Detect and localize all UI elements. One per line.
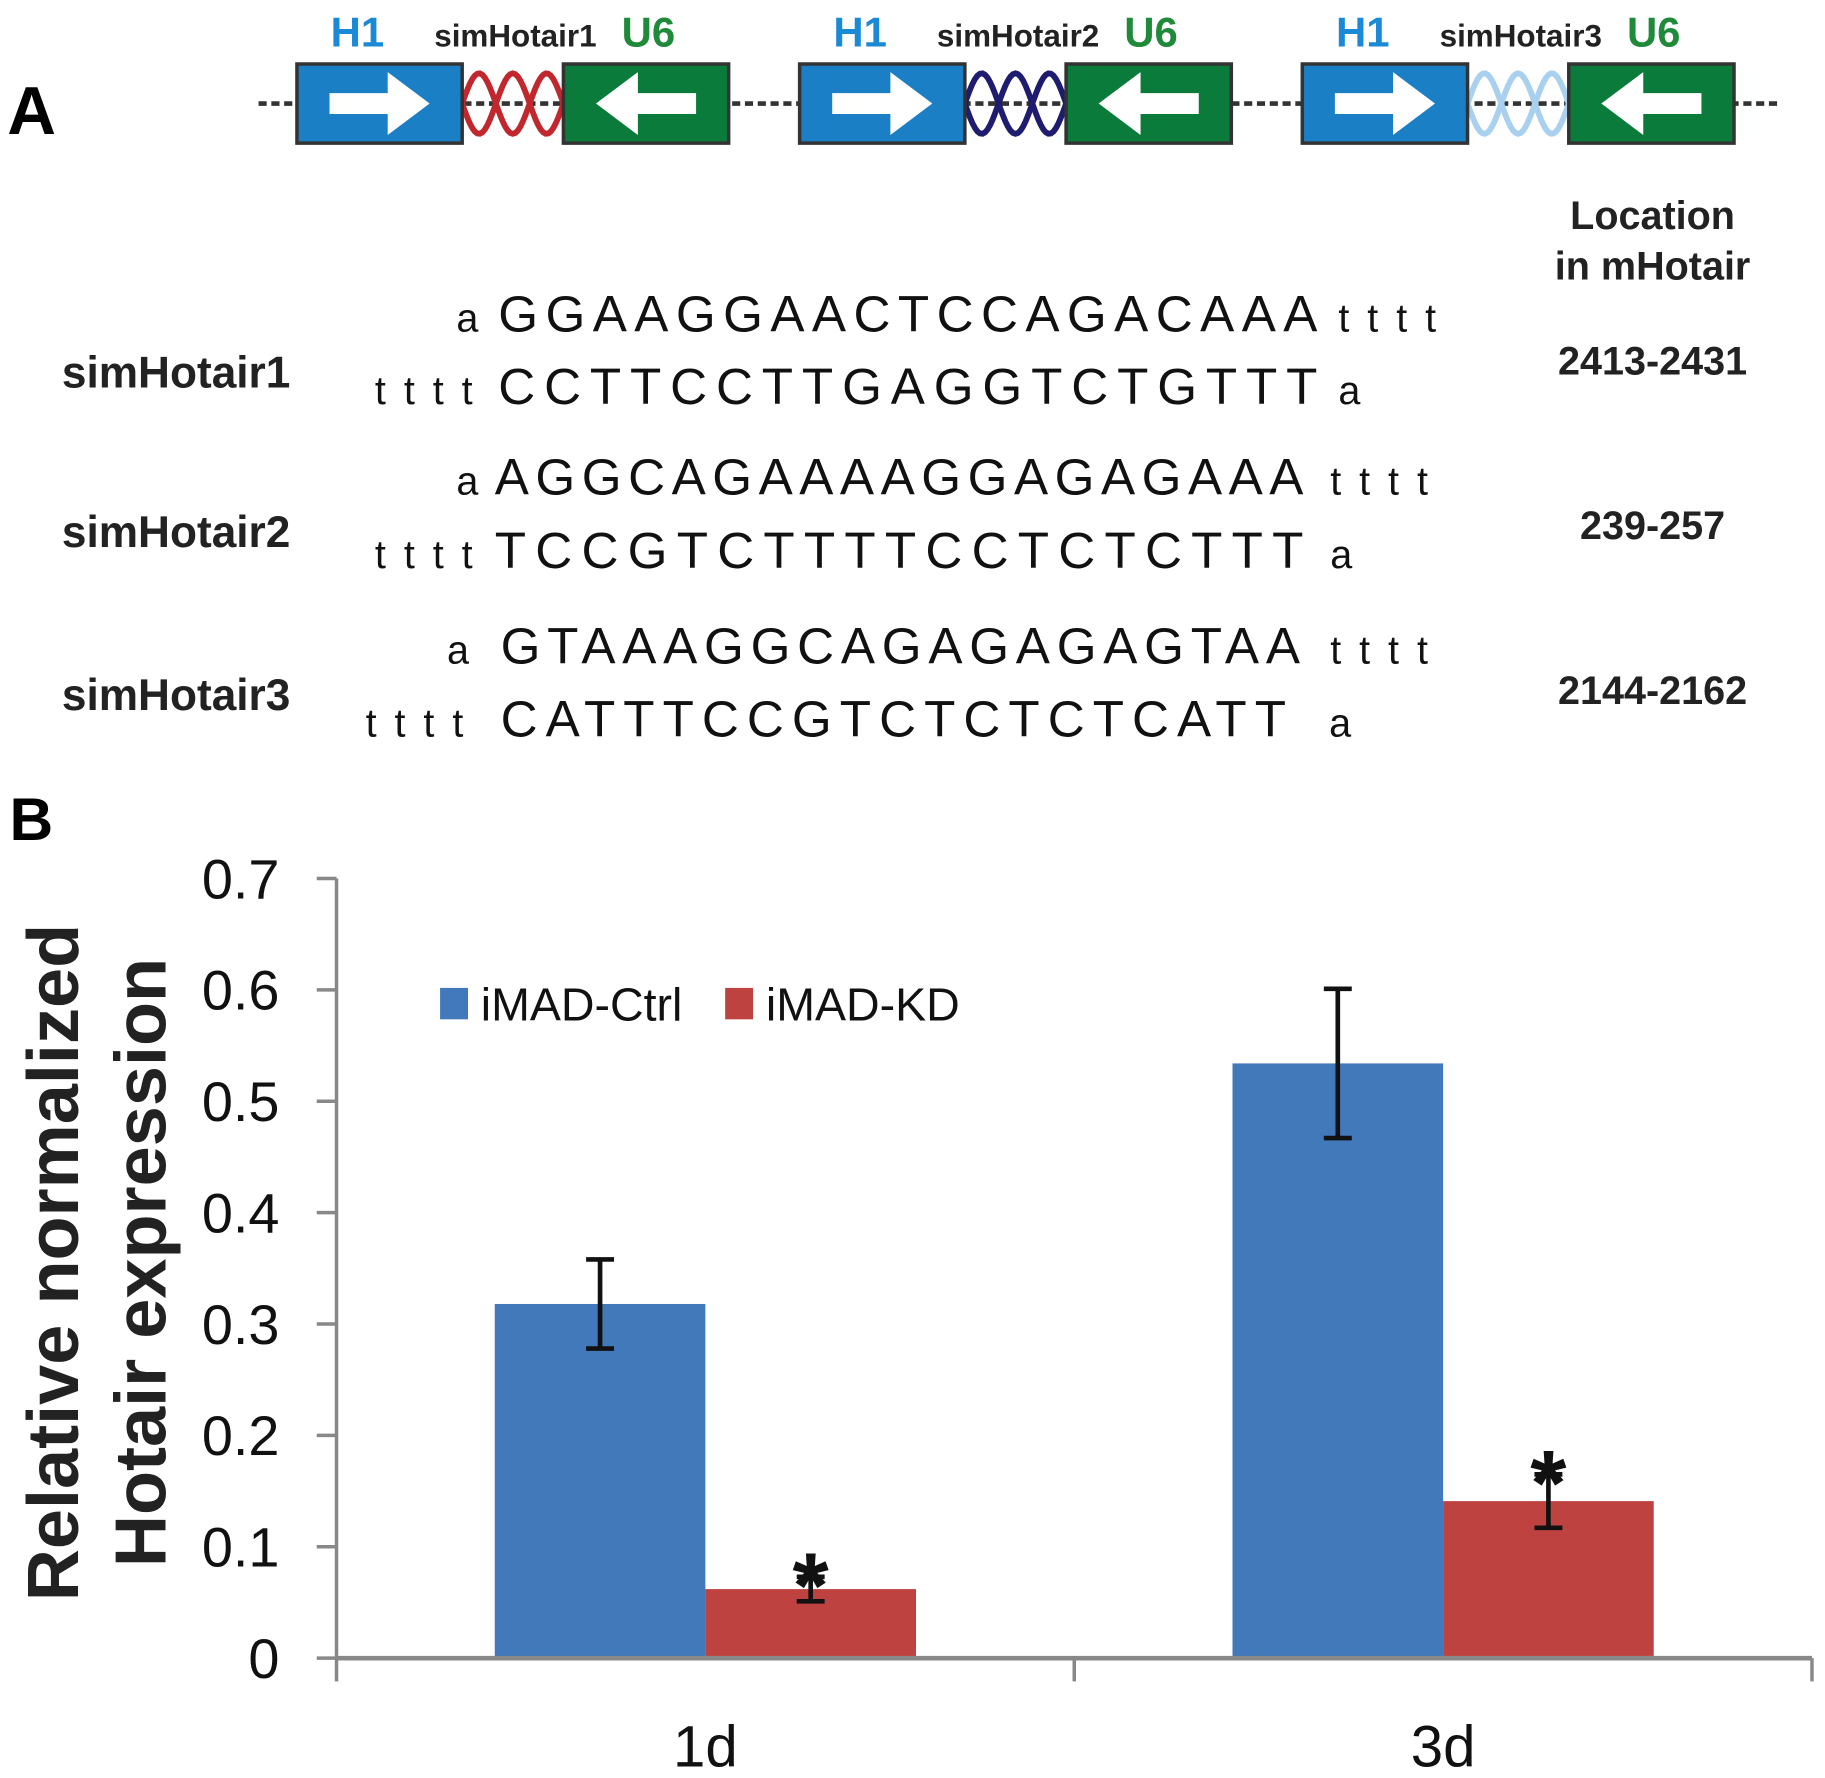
- legend: iMAD-Ctrl iMAD-KD: [440, 978, 960, 1030]
- y-axis-title-line1: Relative normalized: [14, 924, 94, 1601]
- legend-label: iMAD-Ctrl: [481, 978, 683, 1030]
- significance-asterisk: *: [1530, 1431, 1567, 1535]
- sirna-name: simHotair2: [62, 508, 290, 557]
- u6-label: U6: [622, 9, 676, 56]
- top-strand-sequence: GGAAGGAACTCCAGACAAA: [498, 286, 1318, 343]
- h1-label: H1: [1336, 9, 1390, 56]
- bottom-strand-sequence: CATTTCCGTCTCTCTCATT: [501, 691, 1286, 748]
- y-axis-title: Relative normalized: [14, 924, 94, 1601]
- hairpin-helix-icon: [1464, 70, 1572, 137]
- error-bar: [1534, 1472, 1563, 1531]
- y-tick-label: 0.1: [202, 1516, 280, 1579]
- top-suffix: tttt: [1330, 628, 1428, 672]
- construct-schematic: H1 simHotair1 U6 H1 simHotair2 U6 H1 simHotair3…: [258, 9, 1778, 145]
- top-prefix: a: [456, 460, 478, 504]
- top-strand-sequence: AGGCAGAAAAGGAGAGAAA: [495, 449, 1305, 506]
- location-value: 239-257: [1580, 504, 1725, 548]
- sequence-row: simHotair3 a GTAAAGGCAGAGAGAGTAA tttt tttt CA…: [62, 617, 1747, 747]
- y-tick-label: 0.3: [202, 1293, 280, 1356]
- location-value: 2413-2431: [1558, 340, 1747, 384]
- location-header-line2: in mHotair: [1555, 244, 1751, 288]
- y-axis-title-2: Hotair expression: [101, 958, 181, 1567]
- error-bar: [586, 1257, 615, 1351]
- arrow-left-icon: [595, 72, 697, 135]
- significance-asterisk: *: [793, 1534, 830, 1638]
- sequence-table: simHotair1 a GGAAGGAACTCCAGACAAA tttt tttt CC…: [62, 286, 1747, 748]
- x-category-label: 1d: [673, 1714, 738, 1778]
- panel-b-label: B: [10, 785, 54, 853]
- sequence-row: simHotair2 a AGGCAGAAAAGGAGAGAAA tttt tttt TC…: [62, 449, 1725, 579]
- top-prefix: a: [456, 297, 478, 341]
- x-category-label: 3d: [1411, 1714, 1476, 1778]
- bottom-prefix: tttt: [375, 533, 473, 577]
- bottom-prefix: tttt: [366, 702, 464, 746]
- error-bar: [796, 1574, 825, 1604]
- bottom-suffix: a: [1330, 533, 1352, 577]
- top-strand-sequence: GTAAAGGCAGAGAGAGTAA: [501, 617, 1301, 674]
- y-tick-label: 0.2: [202, 1404, 280, 1467]
- bottom-prefix: tttt: [375, 369, 473, 413]
- top-suffix: tttt: [1330, 460, 1428, 504]
- legend-label: iMAD-KD: [766, 978, 960, 1030]
- legend-swatch: [440, 987, 468, 1020]
- y-tick-label: 0.6: [202, 959, 280, 1022]
- y-tick-label: 0.5: [202, 1070, 280, 1133]
- error-bar: [1323, 986, 1352, 1141]
- bar-iMAD-Ctrl-3d: [1232, 1063, 1444, 1659]
- top-suffix: tttt: [1338, 297, 1436, 341]
- y-tick-label: 0: [248, 1627, 279, 1690]
- bottom-suffix: a: [1329, 702, 1351, 746]
- hairpin-helix-icon: [962, 70, 1069, 137]
- panel-a-label: A: [7, 74, 56, 149]
- y-tick-label: 0.7: [202, 847, 280, 910]
- construct-name: simHotair2: [937, 19, 1099, 54]
- bottom-strand-sequence: TCCGTCTTTTCCTCTCTTT: [495, 522, 1304, 579]
- arrow-right-icon: [329, 72, 430, 135]
- u6-label: U6: [1627, 9, 1681, 56]
- sirna-name: simHotair1: [62, 348, 290, 397]
- bottom-suffix: a: [1338, 369, 1360, 413]
- arrow-left-icon: [1098, 72, 1199, 135]
- hairpin-helix-icon: [459, 70, 567, 137]
- y-tick-label: 0.4: [202, 1181, 280, 1244]
- construct-name: simHotair1: [434, 19, 596, 54]
- arrow-right-icon: [832, 72, 933, 135]
- sirna-name: simHotair3: [62, 671, 290, 720]
- arrow-left-icon: [1601, 72, 1702, 135]
- construct-name: simHotair3: [1440, 19, 1602, 54]
- location-value: 2144-2162: [1558, 669, 1747, 713]
- location-header-line1: Location: [1570, 194, 1735, 238]
- legend-swatch: [725, 987, 754, 1020]
- h1-label: H1: [833, 9, 887, 56]
- top-prefix: a: [447, 628, 469, 672]
- bar-iMAD-Ctrl-1d: [494, 1303, 706, 1659]
- sequence-row: simHotair1 a GGAAGGAACTCCAGACAAA tttt tttt CC…: [62, 286, 1747, 415]
- arrow-right-icon: [1334, 72, 1435, 135]
- bottom-strand-sequence: CCTTCCTTGAGGTCTGTTT: [498, 358, 1317, 415]
- y-axis-title-line2: Hotair expression: [101, 958, 181, 1567]
- h1-label: H1: [331, 9, 385, 56]
- u6-label: U6: [1124, 9, 1178, 56]
